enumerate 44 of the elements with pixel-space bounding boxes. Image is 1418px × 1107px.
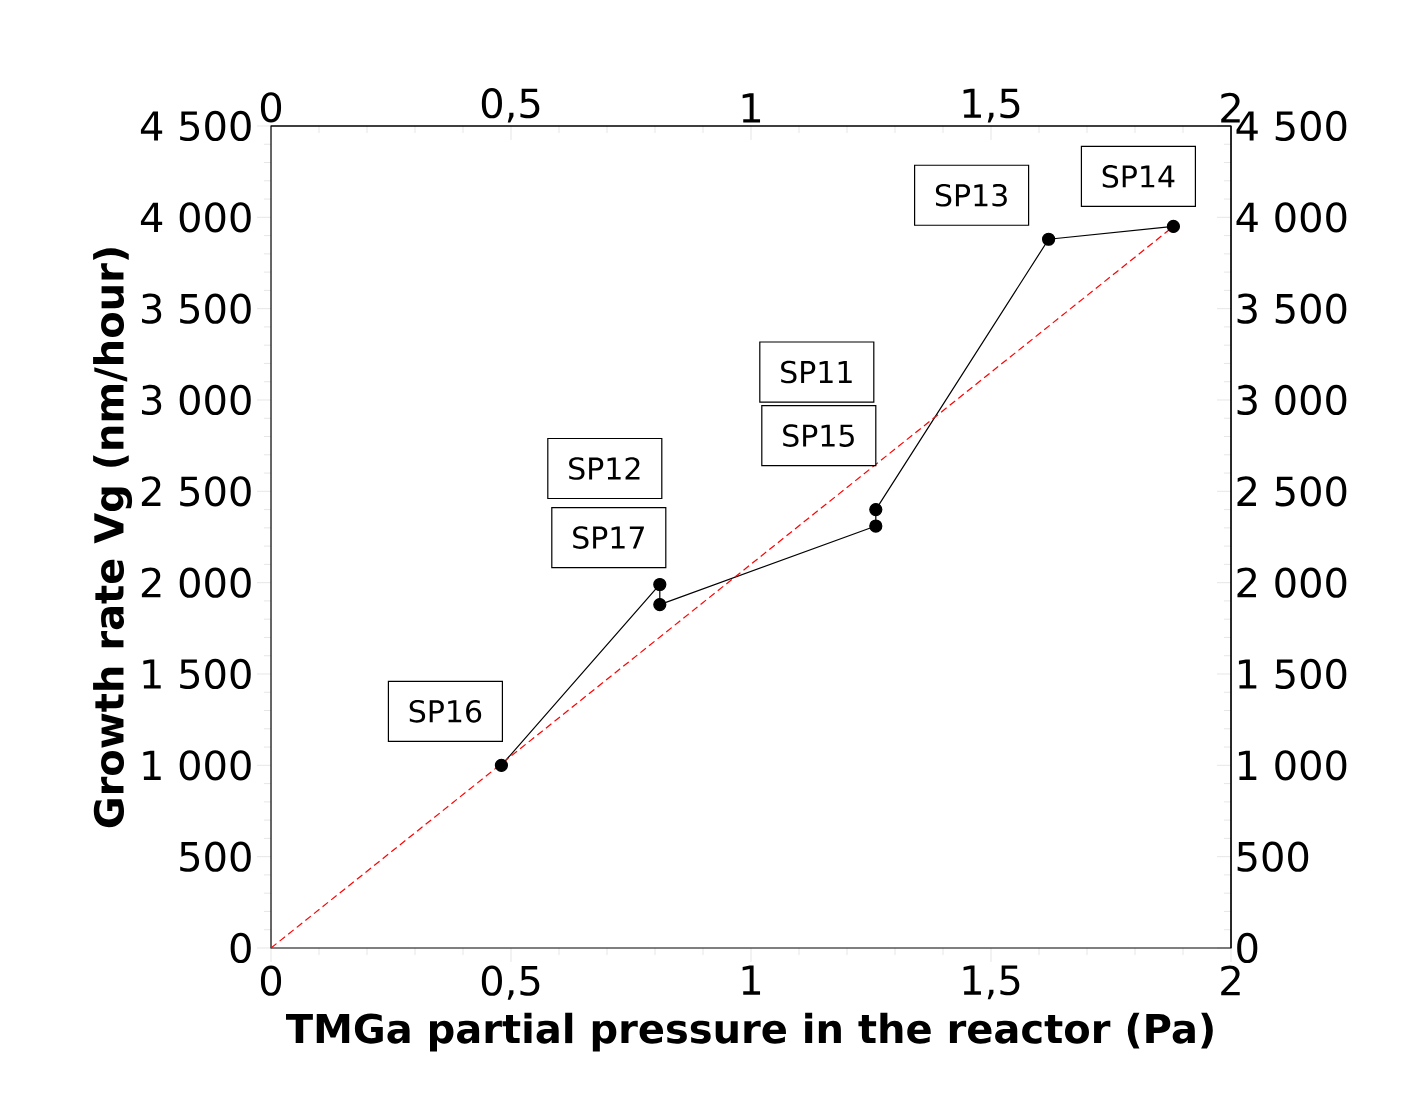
y-tick-label: 2 500 <box>141 476 251 507</box>
y-tick-label: 4 000 <box>140 202 251 233</box>
y-tick-label: 0 <box>230 932 251 964</box>
annotation: SP14 <box>1102 165 1175 188</box>
y2-tick-label: 1 500 <box>1238 658 1347 690</box>
y2-tick-label: 3 000 <box>1237 384 1347 416</box>
annotation: SP13 <box>935 183 1007 207</box>
point <box>869 519 883 533</box>
annotation: SP16 <box>409 699 482 723</box>
point <box>1166 219 1181 234</box>
y2-tick-label: 0 <box>1237 932 1258 964</box>
x2-tick-label: 0 <box>260 965 282 996</box>
y2-tick-label: 2 000 <box>1237 567 1347 598</box>
y-tick-label: 2 000 <box>141 567 251 598</box>
x-tick-label: 1,5 <box>963 88 1020 123</box>
x-tick-label: 1 <box>742 93 761 123</box>
x2-tick-label: 1,5 <box>963 965 1020 1000</box>
y-axis-title: Growth rate Vg (nm/hour) <box>93 248 133 828</box>
annotation: SP17 <box>573 526 644 549</box>
annotation: SP11 <box>781 360 852 384</box>
y-tick-label: 1 500 <box>143 658 251 690</box>
point <box>494 758 509 772</box>
y2-tick-label: 500 <box>1237 841 1309 872</box>
y-tick-label: 500 <box>180 841 251 872</box>
y-tick-label: 4 500 <box>140 110 251 142</box>
x-tick-label: 0,5 <box>481 88 540 123</box>
y2-tick-label: 3 500 <box>1237 293 1347 324</box>
point <box>653 597 667 612</box>
annotation: SP15 <box>783 424 854 447</box>
y2-tick-label: 1 000 <box>1238 750 1347 781</box>
y-tick-label: 1 000 <box>143 750 251 781</box>
y-tick-label: 3 000 <box>142 384 251 416</box>
point <box>653 577 667 592</box>
x2-tick-label: 2 <box>1221 965 1240 996</box>
x-tick-label: 0 <box>260 92 282 123</box>
point <box>869 502 883 517</box>
y2-tick-label: 4 000 <box>1236 202 1347 233</box>
x-axis-title: TMGa partial pressure in the reactor (Pa) <box>286 1012 1213 1052</box>
point <box>1042 232 1056 246</box>
y2-tick-label: 2 500 <box>1237 476 1347 507</box>
x2-tick-label: 0,5 <box>481 965 540 1000</box>
x2-tick-label: 1 <box>742 965 761 995</box>
annotation: SP12 <box>569 457 640 480</box>
y-tick-label: 3 500 <box>142 293 251 324</box>
